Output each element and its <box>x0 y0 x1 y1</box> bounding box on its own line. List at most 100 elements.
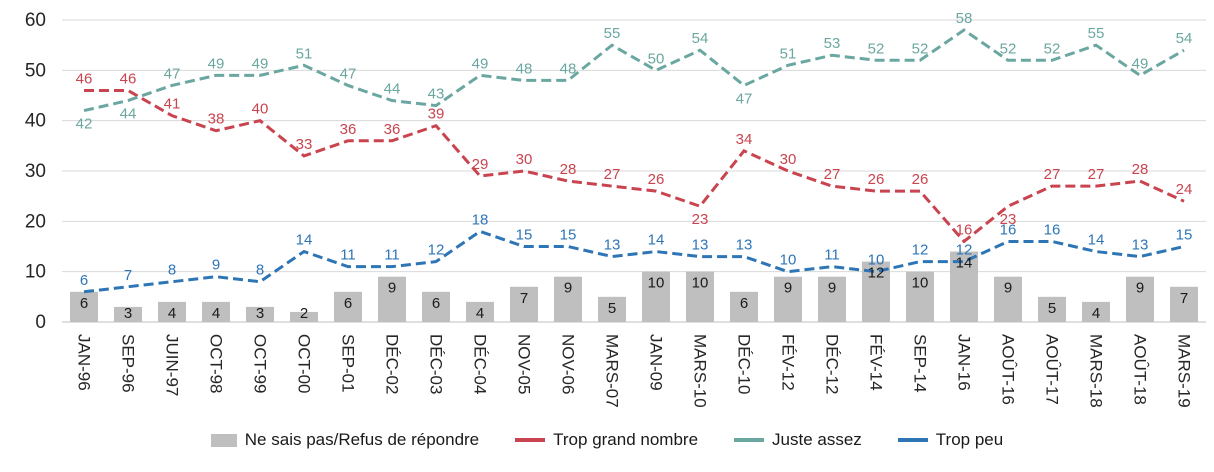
data-label-trop-peu: 14 <box>1088 232 1105 249</box>
data-label-trop-grand-nombre: 16 <box>956 221 973 238</box>
data-label-juste-assez: 50 <box>648 50 665 67</box>
legend-label-ne-sais-pas: Ne sais pas/Refus de répondre <box>244 430 480 449</box>
series-line-juste-assez <box>83 28 1185 113</box>
data-label-ne-sais-pas: 5 <box>1048 300 1056 317</box>
data-label-juste-assez: 52 <box>1000 40 1017 57</box>
data-label-trop-grand-nombre: 27 <box>604 166 621 183</box>
data-label-trop-grand-nombre: 28 <box>560 161 577 178</box>
y-axis-tick-label: 50 <box>25 60 46 81</box>
data-label-ne-sais-pas: 4 <box>1092 305 1100 322</box>
data-label-trop-peu: 16 <box>1044 221 1061 238</box>
x-axis-category-label: AOÛT-16 <box>999 334 1018 405</box>
series-line-trop-grand-nombre <box>84 88 1185 244</box>
y-axis-tick-label: 60 <box>25 10 46 31</box>
bar <box>246 306 274 322</box>
x-axis-category-label: AOÛT-18 <box>1131 334 1150 405</box>
bar <box>466 301 494 322</box>
data-label-trop-grand-nombre: 38 <box>208 111 225 128</box>
data-label-juste-assez: 47 <box>164 65 181 82</box>
bar <box>598 296 626 322</box>
chart-container: 0 10 20 30 40 50 60 6 3 4 4 3 2 6 9 6 4 7 9 5 10 10 6 9 9 12 10 14 9… <box>25 10 1206 450</box>
data-label-ne-sais-pas: 7 <box>1180 290 1188 307</box>
y-axis-tick-label: 30 <box>25 161 46 182</box>
y-axis-tick-label: 0 <box>35 312 46 333</box>
data-label-juste-assez: 49 <box>208 55 225 72</box>
bar <box>290 311 318 322</box>
data-label-ne-sais-pas: 9 <box>388 280 396 297</box>
data-label-ne-sais-pas: 10 <box>692 275 709 292</box>
x-axis-category-label: JUIN-97 <box>163 334 182 396</box>
data-label-juste-assez: 49 <box>252 55 269 72</box>
legend-swatch-bar-icon <box>210 433 237 447</box>
data-label-trop-peu: 13 <box>736 237 753 254</box>
data-label-trop-grand-nombre: 41 <box>164 96 181 113</box>
data-label-trop-peu: 11 <box>340 247 356 264</box>
data-label-trop-grand-nombre: 40 <box>252 101 269 118</box>
data-label-ne-sais-pas: 7 <box>520 290 528 307</box>
data-label-trop-grand-nombre: 23 <box>1000 211 1017 228</box>
x-axis-category-label: NOV-06 <box>559 334 578 394</box>
data-label-ne-sais-pas: 6 <box>80 295 88 312</box>
legend-item-ne-sais-pas: Ne sais pas/Refus de répondre <box>210 430 480 450</box>
data-label-ne-sais-pas: 10 <box>912 275 929 292</box>
x-axis-category-label: SEP-01 <box>339 334 358 393</box>
bar <box>1126 276 1154 322</box>
data-label-trop-grand-nombre: 26 <box>868 171 885 188</box>
data-label-juste-assez: 52 <box>868 40 885 57</box>
data-label-trop-grand-nombre: 23 <box>692 211 709 228</box>
data-label-trop-peu: 14 <box>296 232 313 249</box>
x-axis-category-label: DÉC-03 <box>427 334 446 394</box>
x-axis-category-label: FÉV-14 <box>867 334 886 391</box>
data-label-trop-grand-nombre: 27 <box>824 166 841 183</box>
data-label-ne-sais-pas: 4 <box>476 305 484 322</box>
data-label-trop-peu: 8 <box>256 262 264 279</box>
x-axis-category-label: AOÛT-17 <box>1043 334 1062 405</box>
bar <box>730 291 758 322</box>
data-label-trop-grand-nombre: 26 <box>648 171 665 188</box>
data-label-juste-assez: 49 <box>1132 55 1149 72</box>
data-label-trop-grand-nombre: 27 <box>1044 166 1061 183</box>
data-label-ne-sais-pas: 2 <box>300 305 308 322</box>
bar <box>906 271 934 322</box>
data-label-ne-sais-pas: 9 <box>784 280 792 297</box>
data-label-juste-assez: 51 <box>780 45 797 62</box>
data-label-trop-grand-nombre: 46 <box>120 70 137 87</box>
series-line-trop-peu <box>83 229 1185 294</box>
x-axis-category-label: OCT-00 <box>295 334 314 394</box>
data-label-trop-grand-nombre: 33 <box>296 136 313 153</box>
data-label-juste-assez: 54 <box>692 30 709 47</box>
data-label-juste-assez: 43 <box>428 86 445 103</box>
data-label-ne-sais-pas: 9 <box>828 280 836 297</box>
bar <box>378 276 406 322</box>
y-axis-tick-label: 20 <box>25 211 46 232</box>
data-label-trop-peu: 18 <box>472 211 489 228</box>
x-axis-category-label: DÉC-02 <box>383 334 402 394</box>
data-label-ne-sais-pas: 5 <box>608 300 616 317</box>
bar <box>202 301 230 322</box>
data-label-juste-assez: 51 <box>296 45 313 62</box>
data-label-ne-sais-pas: 9 <box>564 280 572 297</box>
data-label-ne-sais-pas: 14 <box>956 255 973 272</box>
x-axis-category-label: NOV-05 <box>515 334 534 394</box>
data-label-trop-grand-nombre: 30 <box>780 151 797 168</box>
x-axis-category-label: DÉC-10 <box>735 334 754 394</box>
bar <box>114 306 142 322</box>
data-label-ne-sais-pas: 6 <box>432 295 440 312</box>
data-label-juste-assez: 42 <box>76 116 93 133</box>
data-label-trop-peu: 15 <box>516 227 533 244</box>
legend-item-trop-grand-nombre: Trop grand nombre <box>515 430 698 450</box>
data-label-trop-peu: 10 <box>868 252 885 269</box>
data-label-ne-sais-pas: 12 <box>868 265 885 282</box>
legend-swatch-line-icon <box>897 438 928 442</box>
bar <box>1170 286 1198 322</box>
data-label-trop-grand-nombre: 34 <box>736 131 753 148</box>
bar <box>642 271 670 322</box>
data-label-trop-peu: 12 <box>912 242 929 259</box>
bar <box>994 276 1022 322</box>
data-label-trop-peu: 8 <box>168 262 176 279</box>
bar <box>686 271 714 322</box>
bar <box>818 276 846 322</box>
bar <box>1082 301 1110 322</box>
data-label-trop-peu: 12 <box>428 242 445 259</box>
